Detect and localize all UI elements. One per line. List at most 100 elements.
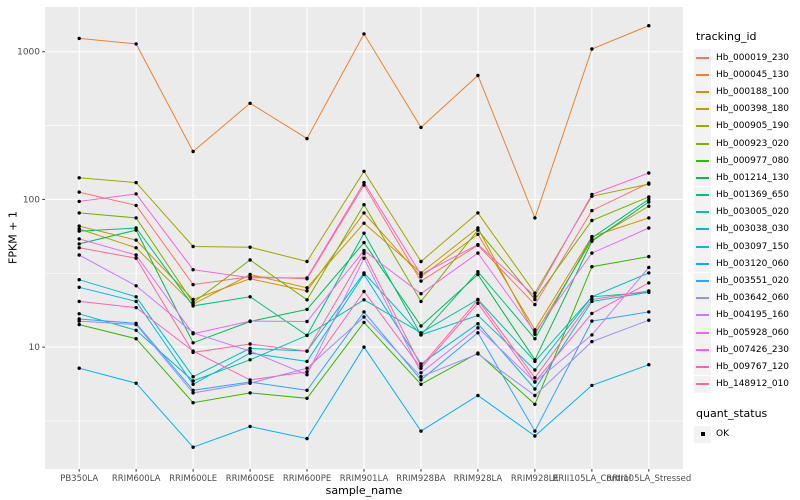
data-point [590,239,594,243]
legend-label: Hb_007426_230 [716,344,790,355]
data-point [191,268,195,272]
legend-key-line [696,194,709,197]
data-point [191,382,195,386]
data-point [476,352,480,356]
data-point [248,424,252,429]
y-axis-title: FPKM + 1 [6,211,20,264]
legend-label: Hb_005928_060 [716,327,790,338]
legend-quant-items: OK [694,425,800,443]
data-point [77,242,81,246]
data-point [305,319,309,324]
data-point [533,380,537,384]
data-point [305,349,309,353]
data-point [590,192,594,197]
data-point [419,272,423,277]
data-point [647,195,651,199]
legend-item-Hb_001369_650: Hb_001369_650 [694,186,800,204]
legend-label: Hb_003642_060 [716,293,790,304]
legend-item-Hb_001214_130: Hb_001214_130 [694,169,800,187]
data-point [476,393,480,398]
data-point [590,265,594,269]
data-point [305,276,309,280]
x-tick-label: RRII105LA_Stressed [606,474,691,484]
legend-item-Hb_000045_130: Hb_000045_130 [694,66,800,84]
legend-key-swatch [694,306,711,324]
legend-label: Hb_000045_130 [716,69,790,80]
data-point [248,258,252,262]
data-point [77,176,81,180]
legend-key-swatch [694,135,711,153]
data-point [533,368,537,372]
data-point [419,429,423,433]
data-point [590,295,594,299]
data-point [647,254,651,259]
data-point [305,388,309,392]
legend-key-swatch [694,186,711,204]
data-point [533,216,537,220]
legend-key-line [696,245,709,248]
legend-key-swatch [694,117,711,135]
data-point [134,253,138,257]
legend-key-swatch [694,272,711,290]
data-point [134,238,138,242]
data-point [248,349,252,353]
data-point [419,364,423,369]
legend-key-swatch [694,169,711,187]
legend-item-Hb_000188_100: Hb_000188_100 [694,83,800,101]
data-point [476,251,480,255]
data-point [476,73,480,78]
data-point [476,211,480,215]
legend-label: Hb_003120_060 [716,258,790,269]
legend-item-Hb_003642_060: Hb_003642_060 [694,289,800,307]
legend-item-Hb_000905_190: Hb_000905_190 [694,117,800,135]
data-point [77,36,81,41]
legend-key-swatch [694,220,711,238]
legend-section-gap [694,393,800,407]
legend-key-line [696,90,709,93]
legend-key-line [696,73,709,76]
data-point [476,232,480,236]
legend-key-swatch [694,49,711,67]
data-point [476,242,480,247]
data-point [590,297,594,302]
data-point [533,291,537,295]
legend-key-line [696,314,709,317]
data-point [476,298,480,302]
data-point [305,366,309,370]
legend-item-Hb_000977_080: Hb_000977_080 [694,152,800,170]
legend-key-swatch [694,152,711,170]
data-point [362,272,366,277]
legend-key-line [696,262,709,265]
legend-key-line [696,211,709,214]
data-point [191,391,195,395]
data-point [191,379,195,383]
data-point [647,281,651,285]
data-point [305,373,309,377]
data-point [134,180,138,185]
data-point [533,337,537,341]
legend-item-Hb_007426_230: Hb_007426_230 [694,341,800,359]
legend-item-Hb_003038_030: Hb_003038_030 [694,220,800,238]
legend-key-line [696,125,709,128]
legend-key-swatch [694,341,711,359]
data-point [533,302,537,307]
legend-key-line [696,159,709,162]
data-point [191,282,195,287]
data-point [134,284,138,288]
data-point [134,203,138,208]
data-point [590,236,594,240]
data-point [134,256,138,260]
data-point [590,218,594,223]
legend-key-swatch [694,238,711,256]
data-point [305,370,309,374]
data-point [134,381,138,385]
legend-key-swatch [694,324,711,342]
data-point [533,294,537,298]
data-point [305,136,309,141]
data-point [647,226,651,230]
legend-key-swatch [694,83,711,101]
data-point [134,328,138,332]
data-point [305,289,309,293]
data-point [248,342,252,346]
